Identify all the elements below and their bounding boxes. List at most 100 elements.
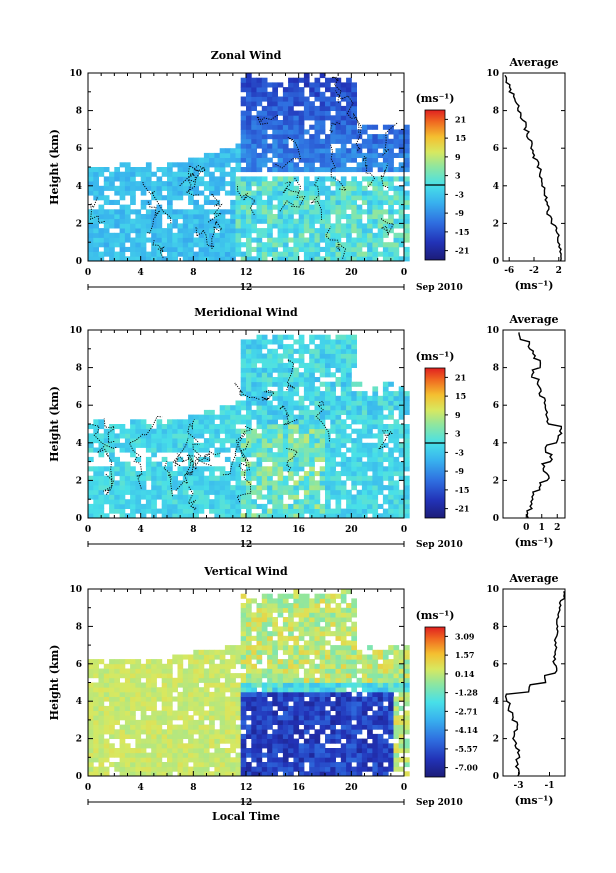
heatmap-cell <box>303 101 310 107</box>
heatmap-cell <box>330 120 336 126</box>
heatmap-cell <box>377 405 384 411</box>
heatmap-cell <box>335 442 342 448</box>
heatmap-cell <box>114 485 120 491</box>
heatmap-cell <box>325 719 331 725</box>
heatmap-cell <box>130 663 136 669</box>
heatmap-cell <box>267 442 273 448</box>
heatmap-cell <box>246 419 252 425</box>
heatmap-cell <box>288 645 294 651</box>
heatmap-cell <box>193 171 199 177</box>
heatmap-cell <box>351 237 357 243</box>
heatmap-cell <box>388 143 394 149</box>
heatmap-cell <box>235 691 242 697</box>
heatmap-cell <box>335 752 342 758</box>
heatmap-cell <box>198 162 205 168</box>
heatmap-cell <box>393 419 400 425</box>
heatmap-cell <box>377 395 384 401</box>
heatmap-cell <box>267 748 273 754</box>
heatmap-cell <box>224 246 231 252</box>
heatmap-cell <box>177 456 184 462</box>
heatmap-cell <box>182 673 189 679</box>
heatmap-cell <box>256 603 263 609</box>
heatmap-cell <box>330 223 336 229</box>
heatmap-cell <box>382 499 389 505</box>
heatmap-cell <box>377 503 384 509</box>
heatmap-cell <box>230 748 236 754</box>
heatmap-cell <box>230 701 236 707</box>
heatmap-cell <box>298 729 305 735</box>
heatmap-cell <box>351 640 357 646</box>
heatmap-cell <box>335 617 342 623</box>
heatmap-cell <box>330 748 336 754</box>
heatmap-cell <box>145 499 152 505</box>
heatmap-cell <box>246 377 252 383</box>
heatmap-cell <box>151 663 157 669</box>
heatmap-cell <box>346 710 352 716</box>
heatmap-cell <box>330 77 336 83</box>
heatmap-cell <box>151 710 157 716</box>
heatmap-cell <box>382 663 389 669</box>
heatmap-cell <box>188 715 194 721</box>
heatmap-cell <box>261 334 268 340</box>
heatmap-cell <box>235 682 242 688</box>
heatmap-cell <box>272 607 278 613</box>
heatmap-cell <box>235 167 242 173</box>
heatmap-cell <box>246 73 252 79</box>
profile-x-tick-label: 2 <box>554 523 560 533</box>
heatmap-cell <box>319 157 326 163</box>
heatmap-cell <box>130 710 136 716</box>
heatmap-cell <box>340 719 347 725</box>
heatmap-cell <box>340 195 347 201</box>
heatmap-cell <box>330 395 336 401</box>
heatmap-cell <box>161 710 168 716</box>
heatmap-cell <box>246 101 252 107</box>
heatmap-cell <box>88 228 94 234</box>
heatmap-cell <box>351 124 357 130</box>
heatmap-cell <box>325 456 331 462</box>
heatmap-cell <box>88 242 94 248</box>
heatmap-cell <box>372 480 379 486</box>
heatmap-cell <box>267 377 273 383</box>
heatmap-cell <box>235 228 242 234</box>
heatmap-cell <box>298 138 305 144</box>
heatmap-cell <box>272 105 278 111</box>
heatmap-cell <box>119 659 126 665</box>
heatmap-cell <box>319 228 326 234</box>
heatmap-cell <box>367 143 373 149</box>
heatmap-cell <box>135 757 142 763</box>
heatmap-cell <box>203 701 210 707</box>
heatmap-cell <box>256 129 263 135</box>
heatmap-cell <box>356 696 363 702</box>
heatmap-cell <box>224 456 231 462</box>
heatmap-cell <box>124 190 131 196</box>
heatmap-cell <box>109 762 115 768</box>
heatmap-cell <box>325 696 331 702</box>
heatmap-cell <box>261 87 268 93</box>
heatmap-cell <box>98 228 105 234</box>
heatmap-cell <box>404 494 410 500</box>
heatmap-cell <box>325 232 331 238</box>
heatmap-cell <box>346 246 352 252</box>
heatmap-cell <box>172 508 178 514</box>
heatmap-cell <box>330 339 336 345</box>
heatmap-cell <box>277 743 284 749</box>
heatmap-cell <box>367 442 373 448</box>
heatmap-cell <box>382 251 389 257</box>
heatmap-cell <box>103 748 110 754</box>
heatmap-cell <box>267 513 273 519</box>
heatmap-cell <box>251 339 257 345</box>
heatmap-cell <box>161 489 168 495</box>
heatmap-cell <box>303 456 310 462</box>
heatmap-cell <box>340 362 347 368</box>
heatmap-cell <box>114 424 120 430</box>
zero-contour <box>382 121 399 156</box>
heatmap-cell <box>325 466 331 472</box>
heatmap-cell <box>404 771 410 777</box>
heatmap-cell <box>335 199 342 205</box>
heatmap-cell <box>98 190 105 196</box>
heatmap-cell <box>382 246 389 252</box>
heatmap-cell <box>256 752 263 758</box>
zero-contour <box>163 460 173 497</box>
heatmap-cell <box>182 251 189 257</box>
heatmap-cell <box>188 494 194 500</box>
